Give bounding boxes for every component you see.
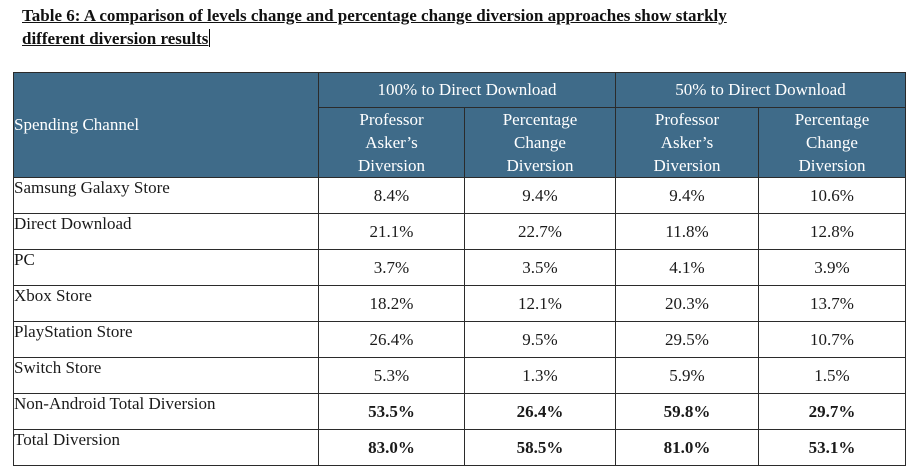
subheader-percentage-100: Percentage Change Diversion [464, 107, 616, 178]
cell-value: 9.5% [464, 321, 616, 358]
row-label: Xbox Store [13, 285, 319, 322]
cell-value: 5.3% [318, 357, 465, 394]
row-label: Non-Android Total Diversion [13, 393, 319, 430]
cell-value: 81.0% [615, 429, 759, 466]
subheader-line: Asker’s [660, 133, 714, 152]
cell-value: 3.5% [464, 249, 616, 286]
cell-value: 83.0% [318, 429, 465, 466]
cell-value: 12.8% [758, 213, 906, 250]
subheader-line: Professor [359, 110, 424, 129]
subheader-line: Percentage [502, 110, 578, 129]
row-label: Switch Store [13, 357, 319, 394]
text-cursor [209, 29, 211, 47]
cell-value: 29.5% [615, 321, 759, 358]
table-row: Xbox Store 18.2% 12.1% 20.3% 13.7% [13, 285, 906, 322]
subheader-line: Percentage [794, 110, 870, 129]
row-label: PC [13, 249, 319, 286]
subheader-line: Professor [654, 110, 720, 129]
cell-value: 26.4% [318, 321, 465, 358]
cell-value: 3.9% [758, 249, 906, 286]
subheader-asker-100: Professor Asker’s Diversion [318, 107, 465, 178]
cell-value: 9.4% [464, 177, 616, 214]
diversion-comparison-table: Spending Channel 100% to Direct Download… [13, 72, 906, 466]
row-label: Total Diversion [13, 429, 319, 466]
subheader-percentage-50: Percentage Change Diversion [758, 107, 906, 178]
cell-value: 20.3% [615, 285, 759, 322]
row-label: PlayStation Store [13, 321, 319, 358]
cell-value: 5.9% [615, 357, 759, 394]
cell-value: 26.4% [464, 393, 616, 430]
cell-value: 8.4% [318, 177, 465, 214]
row-label: Direct Download [13, 213, 319, 250]
cell-value: 21.1% [318, 213, 465, 250]
group-header-50-percent: 50% to Direct Download [615, 72, 906, 108]
cell-value: 29.7% [758, 393, 906, 430]
cell-value: 10.7% [758, 321, 906, 358]
cell-value: 18.2% [318, 285, 465, 322]
subheader-line: Change [806, 133, 858, 152]
cell-value: 53.5% [318, 393, 465, 430]
cell-value: 1.5% [758, 357, 906, 394]
subheader-line: Diversion [798, 156, 866, 175]
group-header-100-percent: 100% to Direct Download [318, 72, 616, 108]
cell-value: 59.8% [615, 393, 759, 430]
table-row: Samsung Galaxy Store 8.4% 9.4% 9.4% 10.6… [13, 177, 906, 214]
row-label: Samsung Galaxy Store [13, 177, 319, 214]
caption-line-1: Table 6: A comparison of levels change a… [22, 6, 727, 25]
cell-value: 3.7% [318, 249, 465, 286]
subheader-line: Diversion [357, 156, 426, 175]
table-row-total: Total Diversion 83.0% 58.5% 81.0% 53.1% [13, 429, 906, 466]
cell-value: 53.1% [758, 429, 906, 466]
cell-value: 10.6% [758, 177, 906, 214]
table-row-non-android-total: Non-Android Total Diversion 53.5% 26.4% … [13, 393, 906, 430]
table-row: Direct Download 21.1% 22.7% 11.8% 12.8% [13, 213, 906, 250]
cell-value: 4.1% [615, 249, 759, 286]
table-caption: Table 6: A comparison of levels change a… [22, 4, 902, 50]
table-row: Switch Store 5.3% 1.3% 5.9% 1.5% [13, 357, 906, 394]
cell-value: 12.1% [464, 285, 616, 322]
cell-value: 11.8% [615, 213, 759, 250]
cell-value: 13.7% [758, 285, 906, 322]
cell-value: 1.3% [464, 357, 616, 394]
table-row: PlayStation Store 26.4% 9.5% 29.5% 10.7% [13, 321, 906, 358]
header-row-groups: Spending Channel 100% to Direct Download… [13, 72, 906, 178]
subheader-line: Diversion [506, 156, 574, 175]
cell-value: 58.5% [464, 429, 616, 466]
spending-channel-header: Spending Channel [13, 72, 319, 178]
caption-line-2: different diversion results [22, 29, 209, 48]
table-row: PC 3.7% 3.5% 4.1% 3.9% [13, 249, 906, 286]
subheader-asker-50: Professor Asker’s Diversion [615, 107, 759, 178]
cell-value: 22.7% [464, 213, 616, 250]
cell-value: 9.4% [615, 177, 759, 214]
subheader-line: Diversion [653, 156, 721, 175]
header-row-subcolumns: Professor Asker’s Diversion Percentage C… [14, 107, 906, 178]
subheader-line: Asker’s [365, 133, 418, 152]
subheader-line: Change [514, 133, 566, 152]
